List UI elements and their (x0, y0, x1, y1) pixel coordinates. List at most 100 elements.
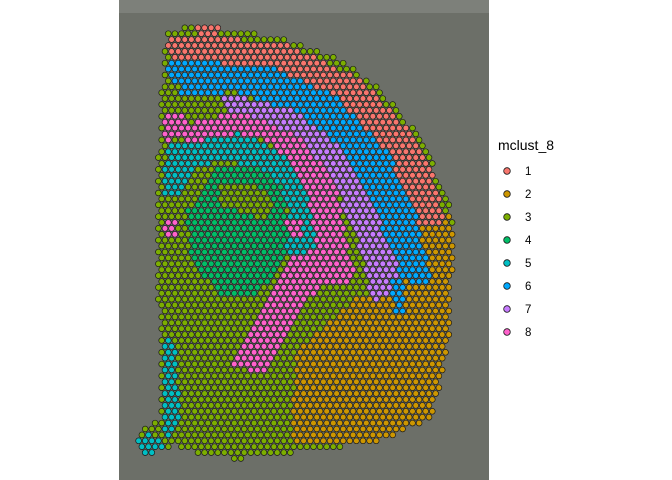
spot-cluster-6 (346, 130, 354, 138)
spot-cluster-8 (333, 201, 340, 209)
spot-cluster-3 (280, 449, 288, 456)
spot-cluster-7 (386, 272, 393, 279)
spot-cluster-3 (171, 431, 179, 439)
spot-cluster-4 (201, 272, 208, 279)
spot-cluster-8 (287, 319, 294, 327)
spot-cluster-1 (432, 213, 439, 220)
spot-cluster-3 (237, 384, 245, 391)
spot-cluster-5 (306, 213, 314, 220)
spot-cluster-1 (270, 54, 278, 61)
spot-cluster-7 (267, 118, 274, 126)
spot-cluster-3 (217, 183, 225, 191)
spot-cluster-1 (320, 71, 327, 79)
spot-cluster-2 (382, 372, 390, 380)
spot-cluster-6 (353, 154, 360, 161)
spot-cluster-8 (323, 266, 330, 273)
spot-cluster-8 (283, 136, 291, 144)
spot-cluster-8 (234, 118, 241, 126)
spot-cluster-8 (336, 231, 344, 238)
spot-cluster-6 (389, 183, 396, 191)
spot-cluster-4 (231, 219, 238, 226)
spot-cluster-7 (366, 213, 373, 220)
spot-cluster-3 (184, 313, 192, 321)
spot-cluster-3 (174, 354, 182, 362)
spot-cluster-3 (240, 307, 248, 315)
spot-cluster-6 (224, 77, 231, 85)
spot-cluster-4 (211, 254, 218, 262)
spot-cluster-3 (168, 83, 175, 91)
spot-cluster-2 (402, 337, 410, 344)
spot-cluster-3 (188, 24, 195, 32)
spot-cluster-2 (422, 384, 429, 391)
spot-cluster-6 (422, 278, 429, 285)
spot-cluster-3 (174, 83, 182, 91)
spot-cluster-4 (280, 201, 288, 209)
spot-cluster-8 (343, 254, 350, 262)
spot-cluster-3 (231, 89, 238, 96)
spot-cluster-6 (369, 195, 377, 203)
spot-cluster-2 (369, 301, 377, 309)
spot-cluster-2 (353, 425, 360, 433)
spot-cluster-7 (339, 201, 347, 209)
spot-cluster-3 (171, 207, 179, 214)
spot-cluster-3 (254, 402, 261, 409)
spot-cluster-3 (158, 160, 165, 167)
spot-cluster-3 (194, 366, 202, 374)
spot-cluster-3 (234, 343, 241, 350)
spot-cluster-7 (363, 254, 370, 262)
spot-cluster-6 (386, 166, 393, 173)
spot-cluster-3 (224, 301, 231, 309)
spot-cluster-1 (415, 207, 423, 214)
spot-cluster-3 (349, 65, 357, 73)
spot-cluster-2 (303, 384, 311, 391)
spot-cluster-8 (257, 325, 264, 332)
spot-cluster-2 (399, 343, 406, 350)
spot-cluster-2 (422, 301, 429, 309)
spot-cluster-1 (382, 124, 390, 132)
spot-cluster-2 (396, 337, 403, 344)
spot-cluster-2 (369, 419, 377, 427)
spot-cluster-2 (442, 301, 449, 309)
spot-cluster-5 (267, 166, 274, 173)
spot-cluster-2 (425, 319, 433, 327)
spot-cluster-2 (297, 419, 304, 427)
spot-cluster-6 (194, 71, 202, 79)
spot-cluster-2 (353, 354, 360, 362)
spot-cluster-3 (161, 307, 169, 315)
spot-cluster-2 (326, 366, 334, 374)
spot-cluster-3 (211, 419, 218, 427)
spot-cluster-2 (402, 325, 410, 332)
spot-cluster-5 (250, 148, 258, 155)
spot-cluster-5 (165, 148, 172, 155)
spot-cluster-6 (379, 154, 387, 161)
spot-cluster-3 (221, 449, 228, 456)
spot-cluster-1 (339, 83, 347, 91)
spot-cluster-3 (257, 301, 264, 309)
spot-cluster-3 (240, 413, 248, 421)
spot-cluster-3 (184, 30, 192, 37)
spot-cluster-3 (221, 201, 228, 209)
spot-cluster-6 (409, 219, 416, 226)
spot-cluster-7 (297, 113, 304, 120)
legend-label-7: 7 (525, 304, 531, 316)
spot-cluster-5 (145, 431, 152, 439)
spot-cluster-5 (293, 213, 301, 220)
spot-cluster-5 (184, 160, 192, 167)
spot-cluster-3 (316, 290, 324, 297)
spot-cluster-2 (429, 301, 436, 309)
spot-cluster-8 (240, 118, 248, 126)
spot-cluster-6 (300, 95, 307, 102)
spot-cluster-2 (438, 248, 446, 256)
spot-cluster-8 (303, 290, 311, 297)
spot-cluster-2 (353, 331, 360, 338)
spot-cluster-7 (382, 278, 390, 285)
spot-cluster-2 (412, 331, 420, 338)
spot-cluster-6 (217, 65, 225, 73)
spot-cluster-5 (155, 437, 162, 445)
spot-cluster-8 (293, 295, 301, 303)
spot-cluster-6 (201, 59, 208, 67)
spot-cluster-7 (323, 148, 330, 155)
spot-cluster-3 (165, 290, 172, 297)
spot-cluster-2 (356, 337, 363, 344)
